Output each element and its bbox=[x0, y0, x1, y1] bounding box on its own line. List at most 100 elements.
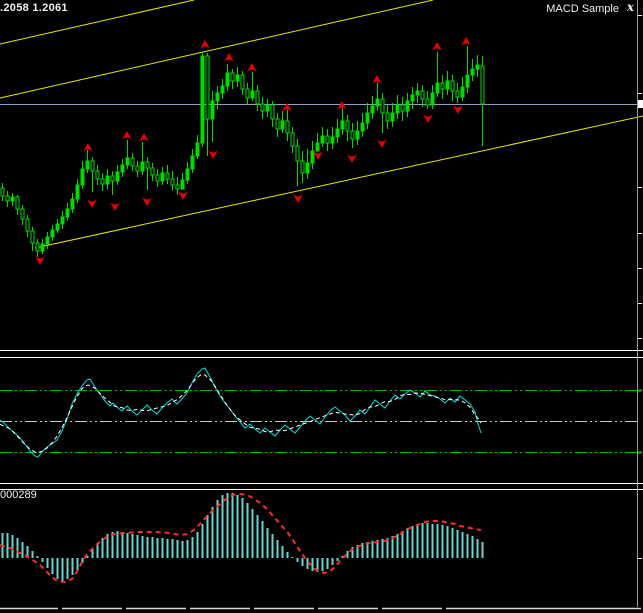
bull-candle bbox=[185, 168, 190, 181]
fractal-down-icon bbox=[293, 194, 303, 203]
bear-candle bbox=[155, 174, 160, 182]
pane-separators bbox=[0, 350, 643, 490]
bear-candle bbox=[0, 187, 5, 197]
bull-candle bbox=[435, 82, 440, 94]
candlesticks bbox=[0, 46, 485, 257]
bear-candle bbox=[165, 172, 170, 180]
macd-value-label: 000289 bbox=[0, 489, 37, 501]
bull-candle bbox=[210, 100, 215, 120]
close-icon[interactable]: x bbox=[626, 0, 634, 14]
bull-candle bbox=[115, 171, 120, 182]
bull-candle bbox=[65, 208, 70, 218]
fractal-down-icon bbox=[110, 202, 120, 211]
bull-candle bbox=[310, 150, 315, 164]
bear-candle bbox=[100, 178, 105, 185]
bear-candle bbox=[240, 74, 245, 90]
bear-candle bbox=[385, 112, 390, 122]
stoch-main-line bbox=[0, 367, 482, 458]
bull-candle bbox=[225, 72, 230, 87]
fractal-up-icon bbox=[282, 103, 292, 112]
bull-candle bbox=[120, 164, 125, 173]
bull-candle bbox=[10, 196, 15, 202]
bear-candle bbox=[325, 135, 330, 144]
fractal-up-icon bbox=[372, 75, 382, 84]
fractal-up-icon bbox=[247, 63, 257, 72]
fractal-up-icon bbox=[200, 40, 210, 49]
bear-candle bbox=[135, 165, 140, 172]
bear-candle bbox=[290, 132, 295, 147]
fractal-arrows bbox=[35, 37, 471, 265]
bull-candle bbox=[190, 155, 195, 170]
bull-candle bbox=[105, 175, 110, 185]
bull-candle bbox=[395, 104, 400, 114]
bull-candle bbox=[415, 90, 420, 96]
macd-signal-line bbox=[0, 492, 482, 584]
bull-candle bbox=[235, 74, 240, 82]
bear-candle bbox=[5, 195, 10, 202]
stochastic-pane bbox=[0, 367, 637, 458]
bull-candle bbox=[370, 105, 375, 114]
fractal-down-icon bbox=[35, 256, 45, 265]
bear-candle bbox=[285, 120, 290, 134]
bull-candle bbox=[465, 74, 470, 88]
bull-candle bbox=[360, 122, 365, 132]
bull-candle bbox=[45, 236, 50, 245]
fractal-down-icon bbox=[142, 197, 152, 206]
bull-candle bbox=[40, 243, 45, 252]
bear-candle bbox=[150, 167, 155, 176]
bull-candle bbox=[125, 157, 130, 166]
bear-candle bbox=[420, 90, 425, 100]
bear-candle bbox=[170, 178, 175, 186]
fractal-up-icon bbox=[83, 143, 93, 152]
bear-candle bbox=[455, 90, 460, 98]
trend-channel-lines bbox=[0, 0, 643, 249]
fractal-down-icon bbox=[87, 199, 97, 208]
bull-candle bbox=[250, 90, 255, 99]
fractal-down-icon bbox=[313, 151, 323, 160]
ohlc-price-label: .2058 1.2061 bbox=[0, 2, 68, 14]
bull-candle bbox=[70, 198, 75, 210]
bull-candle bbox=[375, 98, 380, 107]
bull-candle bbox=[50, 229, 55, 238]
bull-candle bbox=[140, 161, 145, 172]
bear-candle bbox=[230, 72, 235, 82]
bull-candle bbox=[200, 55, 205, 144]
macd-pane bbox=[0, 492, 484, 584]
bull-candle bbox=[180, 179, 185, 190]
bull-candle bbox=[215, 92, 220, 102]
fractal-down-icon bbox=[453, 105, 463, 114]
bull-candle bbox=[280, 120, 285, 130]
price-scale bbox=[637, 0, 643, 607]
fractal-up-icon bbox=[139, 133, 149, 142]
bear-candle bbox=[345, 120, 350, 132]
bull-candle bbox=[355, 130, 360, 140]
channel-line bbox=[0, 0, 434, 99]
fractal-up-icon bbox=[224, 53, 234, 62]
bull-candle bbox=[160, 172, 165, 182]
bull-candle bbox=[405, 100, 410, 112]
bear-candle bbox=[15, 196, 20, 210]
current-price-marker bbox=[638, 100, 643, 108]
bull-candle bbox=[80, 168, 85, 186]
bull-candle bbox=[315, 142, 320, 152]
bull-candle bbox=[390, 112, 395, 122]
bear-candle bbox=[425, 98, 430, 106]
bear-candle bbox=[95, 170, 100, 180]
channel-line bbox=[34, 115, 643, 249]
fractal-up-icon bbox=[122, 131, 132, 140]
bull-candle bbox=[320, 135, 325, 144]
fractal-down-icon bbox=[347, 154, 357, 163]
bull-candle bbox=[340, 120, 345, 130]
bear-candle bbox=[90, 160, 95, 172]
bear-candle bbox=[440, 82, 445, 90]
bull-candle bbox=[75, 184, 80, 200]
bear-candle bbox=[110, 175, 115, 182]
bull-candle bbox=[430, 92, 435, 106]
bear-candle bbox=[350, 130, 355, 140]
bull-candle bbox=[85, 160, 90, 170]
bear-candle bbox=[205, 55, 210, 120]
bear-candle bbox=[260, 103, 265, 112]
bear-candle bbox=[275, 118, 280, 130]
bull-candle bbox=[60, 216, 65, 225]
